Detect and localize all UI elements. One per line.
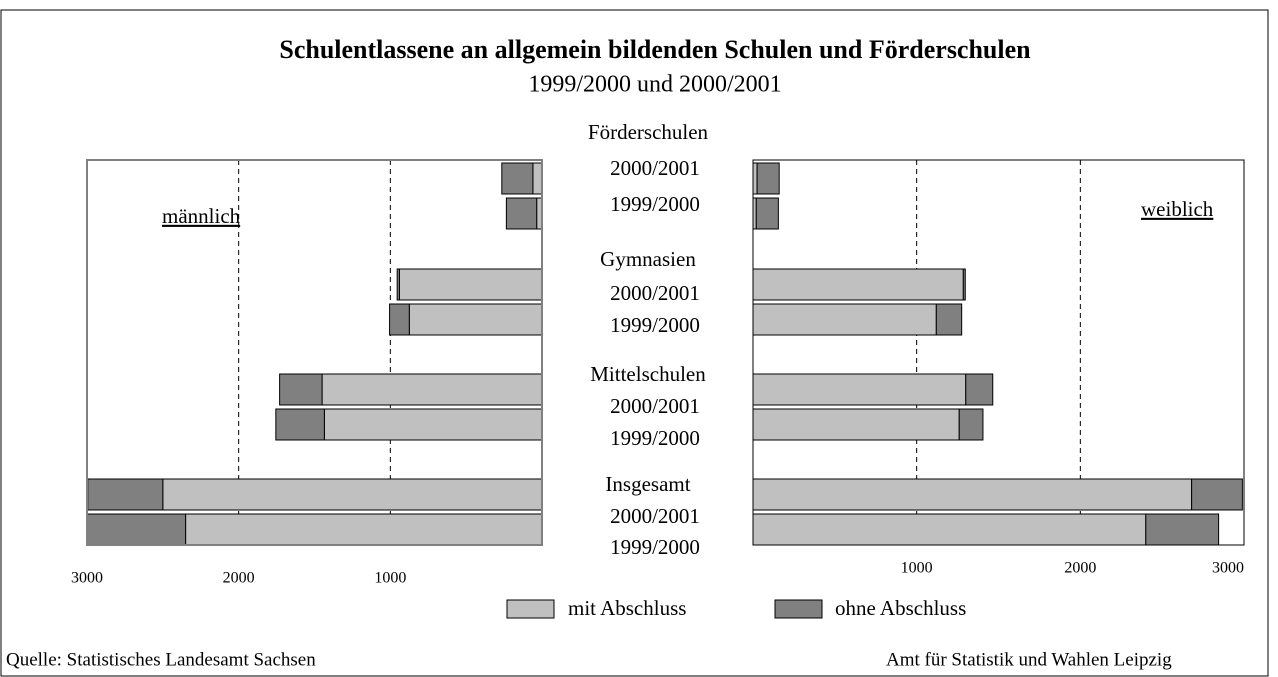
bar (398, 268, 543, 301)
bar (389, 303, 410, 336)
x-tick-label: 2000 (223, 570, 255, 587)
legend-label: mit Abschluss (568, 596, 686, 620)
chart-subtitle: 1999/2000 und 2000/2001 (528, 72, 781, 98)
legend-swatch (774, 599, 823, 619)
y-tick-label: 1999/2000 (610, 535, 700, 559)
y-tick-label: 2000/2001 (610, 281, 700, 305)
bar (532, 162, 543, 195)
bar (86, 513, 187, 546)
y-tick-label: 2000/2001 (610, 394, 700, 418)
x-tick-label: 1000 (901, 560, 933, 577)
x-tick-label: 1000 (374, 570, 406, 587)
bar (756, 162, 780, 195)
y-tick-label: 1999/2000 (610, 313, 700, 337)
x-tick-label: 3000 (1212, 560, 1244, 577)
bar (396, 268, 400, 301)
bar (755, 197, 779, 230)
bar (752, 373, 967, 406)
group-label: Mittelschulen (590, 362, 706, 386)
y-tick-label: 1999/2000 (610, 426, 700, 450)
legend-swatch (506, 599, 555, 619)
bar (321, 373, 543, 406)
source: Quelle: Statistisches Landesamt Sachsen (6, 649, 316, 670)
bar (162, 478, 543, 511)
bar (752, 478, 1193, 511)
x-tick-label: 2000 (1064, 560, 1096, 577)
panel-label: weiblich (1141, 197, 1214, 221)
plot-frame (752, 159, 1245, 546)
chart-title: Schulentlassene an allgemein bildenden S… (279, 35, 1031, 64)
publisher: Amt für Statistik und Wahlen Leipzig (886, 649, 1172, 670)
bar (752, 268, 964, 301)
y-tick-label: 1999/2000 (610, 192, 700, 216)
bar (752, 408, 960, 441)
bar (279, 373, 323, 406)
bar (962, 268, 966, 301)
bar (87, 478, 164, 511)
bar (501, 162, 534, 195)
group-label: Förderschulen (588, 120, 709, 144)
bar (505, 197, 538, 230)
bar (1145, 513, 1220, 546)
bar (752, 513, 1147, 546)
x-tick-label: 3000 (71, 570, 103, 587)
group-label: Insgesamt (605, 472, 690, 496)
bar (408, 303, 543, 336)
panel-label: männlich (162, 204, 241, 228)
plot-frame (86, 159, 543, 546)
bar (1191, 478, 1243, 511)
page-frame (0, 9, 1269, 677)
bar (185, 513, 543, 546)
legend-label: ohne Abschluss (835, 596, 966, 620)
bar (935, 303, 963, 336)
bar (752, 162, 758, 195)
bar (752, 303, 937, 336)
y-tick-label: 2000/2001 (610, 504, 700, 528)
y-tick-label: 2000/2001 (610, 156, 700, 180)
bar (965, 373, 994, 406)
bar (958, 408, 984, 441)
bar (323, 408, 543, 441)
bar (275, 408, 325, 441)
group-label: Gymnasien (600, 247, 696, 271)
